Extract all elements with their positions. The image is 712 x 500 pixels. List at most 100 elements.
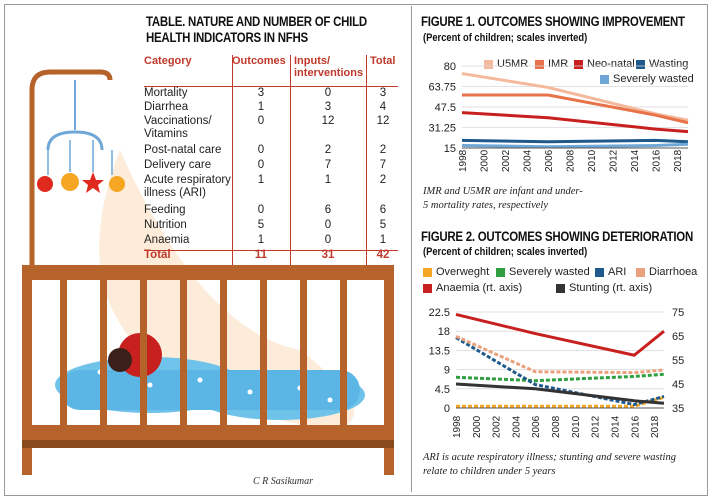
legend-label: Overweght [436, 266, 490, 278]
table-row: Post-natal care 0 2 2 [144, 144, 400, 159]
fig1-x-tick-label: 2018 [673, 149, 684, 172]
fig1-x-tick-label: 2008 [566, 149, 577, 172]
fig2-subtitle: (Percent of children; scales inverted) [423, 246, 588, 258]
fig1-legend-wasting: Wasting [636, 58, 688, 70]
row-outcomes: 0 [257, 144, 265, 156]
fig1-x-tick-label: 2000 [480, 149, 491, 172]
fig2-note-line1: ARI is acute respiratory illness; stunti… [423, 452, 676, 463]
fig2-x-tick-label: 2016 [630, 415, 641, 438]
fig2-x-tick-label: 2004 [511, 415, 522, 438]
fig1-x-tick-label: 2002 [501, 149, 512, 172]
legend-swatch [636, 59, 645, 69]
fig2-series-line-4 [455, 312, 665, 357]
row-total: 7 [379, 159, 387, 171]
legend-swatch [600, 74, 609, 84]
fig1-x-tick-label: 2004 [523, 149, 534, 172]
fig2-x-tick-label: 2000 [472, 415, 483, 438]
table-total-rule [144, 250, 398, 251]
fig2-legend-ari: ARI [595, 266, 626, 278]
row-category: Anaemia [144, 234, 190, 246]
fig2-x-tick-label: 1998 [452, 415, 463, 438]
legend-swatch [574, 59, 583, 69]
fig2-y-right-tick-label: 65 [672, 331, 684, 343]
row-inputs: 0 [324, 87, 332, 99]
fig2-y-left-tick-label: 0 [444, 403, 450, 415]
legend-label: Anaemia (rt. axis) [436, 282, 523, 294]
illustration-credit: C R Sasikumar [253, 476, 313, 487]
table-row: Delivery care 0 7 7 [144, 159, 400, 174]
row-inputs: 0 [324, 234, 332, 246]
legend-swatch [535, 59, 544, 69]
legend-swatch [496, 267, 505, 277]
row-inputs: 7 [324, 159, 332, 171]
fig2-x-tick-label: 2014 [610, 415, 621, 438]
row-outcomes: 1 [257, 234, 265, 246]
row-category: Acute respiratory illness (ARI) [144, 174, 231, 199]
fig2-x-tick-label: 2010 [571, 415, 582, 438]
col-header-category: Category [144, 55, 192, 67]
fig2-x-tick-label: 2006 [531, 415, 542, 438]
row-inputs: 6 [324, 204, 332, 216]
row-total: 5 [379, 219, 387, 231]
fig2-legend-stunting: Stunting (rt. axis) [556, 282, 652, 294]
col-header-total: Total [370, 55, 396, 67]
fig2-legend-severely-wasted: Severely wasted [496, 266, 590, 278]
fig2-series-line-3 [455, 334, 665, 375]
fig1-y-tick-label: 31.25 [428, 123, 456, 135]
table-row: Mortality 3 0 3 [144, 87, 400, 101]
row-category: Vaccinations/ Vitamins [144, 115, 212, 140]
legend-label: Diarrhoea [649, 266, 698, 278]
fig2-series-line-5 [455, 382, 665, 405]
fig1-y-tick-label: 80 [444, 61, 456, 73]
fig1-legend-u5mr: U5MR [484, 58, 528, 70]
row-outcomes: 0 [257, 159, 265, 171]
fig2-title: FIGURE 2. OUTCOMES SHOWING DETERIORATION [421, 229, 694, 244]
fig1-note-line1: IMR and U5MR are infant and under- [423, 186, 583, 197]
row-inputs: 1 [324, 174, 332, 186]
row-outcomes: 3 [257, 87, 265, 99]
legend-label: Severely wasted [613, 73, 694, 85]
fig1-legend-imr: IMR [535, 58, 568, 70]
table-title-line2: HEALTH INDICATORS IN NFHS [146, 30, 308, 45]
panel-divider [411, 6, 412, 492]
fig1-series-line-1 [462, 93, 689, 125]
fig2-legend-anaemia: Anaemia (rt. axis) [423, 282, 522, 294]
fig1-x-tick-label: 2006 [544, 149, 555, 172]
total-label: Total [144, 249, 171, 261]
fig1-legend-severely-wasted: Severely wasted [600, 73, 694, 85]
fig2-x-tick-label: 2018 [650, 415, 661, 438]
table-row: Feeding 0 6 6 [144, 204, 400, 219]
fig1-series-line-3 [461, 138, 689, 144]
fig2-y-left-tick-label: 22.5 [429, 307, 450, 319]
row-outcomes: 1 [257, 174, 265, 186]
total-outcomes: 11 [254, 249, 268, 261]
row-total: 12 [376, 115, 390, 127]
fig1-y-tick-label: 47.5 [435, 102, 456, 114]
table-col-rule [366, 55, 367, 265]
legend-swatch [636, 267, 645, 277]
total-inputs: 31 [321, 249, 335, 261]
row-inputs: 0 [324, 219, 332, 231]
fig2-x-tick-label: 2008 [551, 415, 562, 438]
legend-label: ARI [608, 266, 627, 278]
total-total: 42 [376, 249, 390, 261]
fig2-y-left-tick-label: 9 [444, 365, 450, 377]
fig1-note-line2: 5 mortality rates, respectively [423, 200, 548, 211]
legend-label: Severely wasted [509, 266, 590, 278]
fig2-y-right-tick-label: 35 [672, 403, 684, 415]
legend-swatch [595, 267, 604, 277]
legend-label: Neo-natal [587, 58, 635, 70]
fig1-y-tick-label: 15 [444, 143, 456, 155]
row-outcomes: 1 [257, 101, 265, 113]
table-col-rule [290, 55, 291, 265]
fig2-series-line-1 [455, 372, 665, 383]
fig1-legend-neonatal: Neo-natal [574, 58, 635, 70]
fig2-note-line2: relate to children under 5 years [423, 466, 556, 477]
row-total: 4 [379, 101, 387, 113]
fig1-x-tick-label: 2016 [652, 149, 663, 172]
infographic-frame [4, 4, 708, 496]
fig2-y-left-tick-label: 18 [438, 326, 450, 338]
legend-label: U5MR [497, 58, 529, 70]
fig2-y-right-tick-label: 75 [672, 307, 684, 319]
